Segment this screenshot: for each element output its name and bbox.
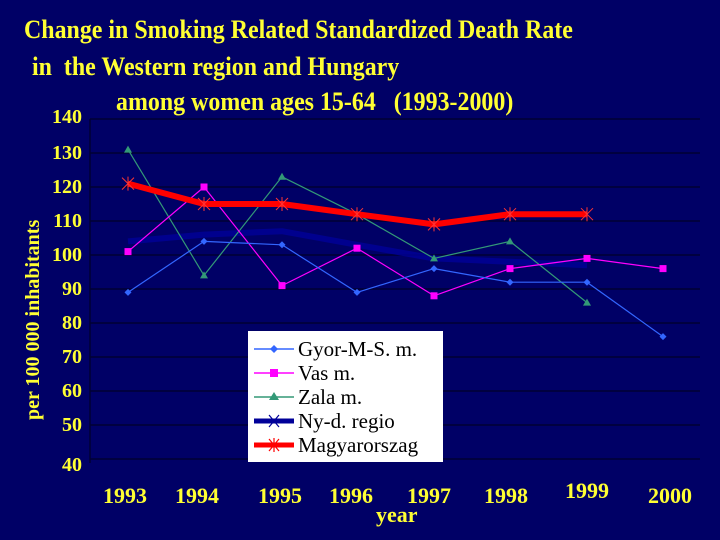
y-tick-label: 110 — [53, 210, 82, 232]
chart-title-line-2: in the Western region and Hungary — [32, 52, 400, 81]
data-point-diamond-marker — [353, 288, 361, 296]
x-tick-label: 2000 — [648, 483, 692, 508]
y-tick-label: 90 — [62, 278, 82, 300]
x-tick-label: 1996 — [329, 483, 373, 508]
data-point-square-marker — [278, 282, 286, 290]
legend-x-marker-icon — [254, 414, 294, 428]
x-tick-label: 1998 — [484, 483, 528, 508]
data-point-asterisk-marker — [121, 176, 135, 191]
data-point-diamond-marker — [583, 278, 591, 286]
legend-label: Vas m. — [298, 361, 356, 385]
y-tick-label: 100 — [52, 244, 82, 266]
legend-triangle-marker-icon — [254, 392, 294, 400]
x-tick-label: 1994 — [175, 483, 219, 508]
legend-asterisk-marker-icon — [254, 438, 294, 452]
data-point-diamond-marker — [659, 333, 667, 341]
chart-title-line-1: Change in Smoking Related Standardized D… — [24, 15, 573, 44]
legend: Gyor-M-S. m. Vas m. Zala m. Ny-d. regio … — [248, 331, 443, 462]
x-tick-label: 1995 — [258, 483, 302, 508]
x-tick-label: 1993 — [103, 483, 147, 508]
y-tick-label: 130 — [52, 142, 82, 164]
legend-item-gyor: Gyor-M-S. m. — [252, 337, 443, 361]
data-point-diamond-marker — [506, 278, 514, 286]
legend-item-vas: Vas m. — [252, 361, 443, 385]
data-point-triangle-marker — [200, 271, 208, 279]
data-point-square-marker — [506, 265, 514, 273]
legend-item-zala: Zala m. — [252, 385, 443, 409]
x-axis-label: year — [376, 502, 418, 527]
data-point-asterisk-marker — [580, 207, 594, 222]
data-point-triangle-marker — [124, 145, 132, 153]
chart-title-line-3: among women ages 15-64 (1993-2000) — [116, 87, 514, 116]
data-point-square-marker — [659, 265, 667, 273]
data-point-asterisk-marker — [503, 207, 517, 222]
data-point-asterisk-marker — [275, 197, 289, 211]
data-point-diamond-marker — [124, 288, 132, 296]
x-tick-label: 1997 — [407, 483, 451, 508]
legend-item-nyd: Ny-d. regio — [252, 409, 443, 433]
legend-label: Zala m. — [298, 385, 363, 409]
legend-diamond-marker-icon — [254, 345, 294, 353]
data-point-square-marker — [583, 254, 591, 262]
data-point-asterisk-marker — [350, 207, 364, 222]
y-tick-label: 120 — [52, 176, 82, 198]
data-point-triangle-marker — [430, 254, 438, 262]
legend-label: Ny-d. regio — [298, 409, 395, 433]
series-magyarorszag — [121, 176, 594, 232]
y-tick-label: 40 — [62, 454, 82, 476]
data-point-diamond-marker — [430, 265, 438, 273]
y-tick-label: 70 — [62, 346, 82, 368]
y-tick-label: 50 — [62, 414, 82, 436]
data-point-square-marker — [124, 248, 132, 256]
data-point-asterisk-marker — [427, 217, 441, 232]
data-point-triangle-marker — [506, 237, 514, 245]
y-tick-label: 140 — [52, 106, 82, 128]
y-tick-label: 60 — [62, 380, 82, 402]
legend-label: Magyarorszag — [298, 433, 419, 457]
series-gyor-m-s-m- — [124, 237, 667, 341]
x-tick-label: 1999 — [565, 478, 609, 503]
data-point-square-marker — [200, 183, 208, 191]
data-point-square-marker — [353, 244, 361, 252]
data-point-triangle-marker — [583, 298, 591, 306]
legend-square-marker-icon — [254, 369, 294, 377]
data-point-triangle-marker — [278, 172, 286, 180]
data-point-asterisk-marker — [197, 197, 211, 211]
data-point-diamond-marker — [200, 237, 208, 245]
legend-item-magyarorszag: Magyarorszag — [252, 433, 443, 457]
y-tick-label: 80 — [62, 312, 82, 334]
data-point-diamond-marker — [278, 241, 286, 249]
legend-label: Gyor-M-S. m. — [298, 337, 418, 361]
data-point-square-marker — [430, 292, 438, 300]
